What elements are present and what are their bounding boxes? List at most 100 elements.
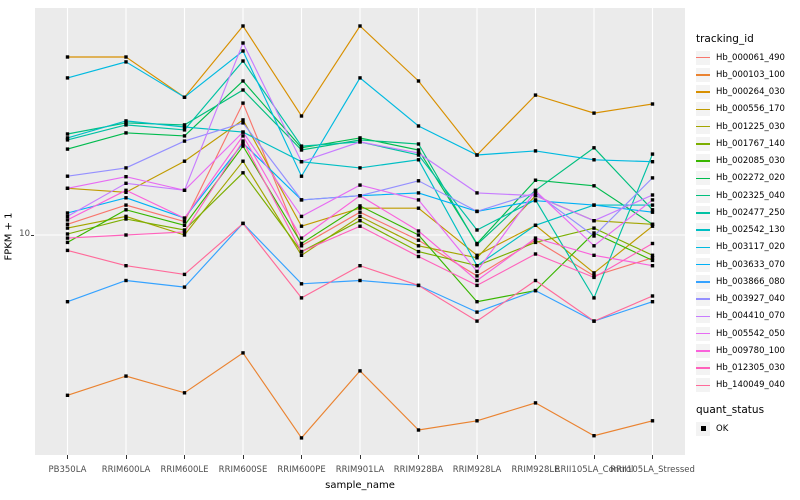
legend-label: Hb_000264_030 xyxy=(716,87,785,98)
data-point-marker xyxy=(358,204,362,208)
data-point-marker xyxy=(299,253,304,257)
x-tick-label: PB350LA xyxy=(48,465,87,475)
data-point-marker xyxy=(65,222,70,226)
data-point-marker xyxy=(358,224,362,228)
data-point-marker xyxy=(124,166,128,170)
data-point-marker xyxy=(358,219,362,223)
data-point-marker xyxy=(241,141,245,145)
data-point-marker xyxy=(650,419,655,423)
legend-swatch-line xyxy=(696,350,710,352)
x-tick-label: RRIM928LA xyxy=(452,465,502,475)
x-tick-label: RRIM600LE xyxy=(160,465,209,475)
data-point-marker xyxy=(124,374,128,378)
legend-key xyxy=(696,309,710,324)
data-point-marker xyxy=(592,226,596,230)
data-point-marker xyxy=(124,196,128,200)
data-point-marker xyxy=(65,132,70,136)
data-point-marker xyxy=(650,160,655,164)
legend-label: Hb_009780_100 xyxy=(716,345,785,356)
data-point-marker xyxy=(475,319,479,323)
data-point-marker xyxy=(241,24,245,28)
legend-key xyxy=(696,154,710,169)
data-point-marker xyxy=(475,278,479,283)
data-point-marker xyxy=(241,221,245,226)
legend-swatch-line xyxy=(696,332,710,335)
data-point-marker xyxy=(65,138,70,142)
legend-item: Hb_002272_020 xyxy=(696,170,785,187)
data-point-marker xyxy=(592,296,596,300)
legend-key xyxy=(696,326,710,341)
data-point-marker xyxy=(299,436,304,440)
legend-label: Hb_012305_030 xyxy=(716,363,785,374)
data-point-marker xyxy=(592,219,596,223)
data-point-marker xyxy=(358,24,362,28)
legend-swatch-line xyxy=(696,263,710,266)
data-point-marker xyxy=(124,119,128,123)
data-point-marker xyxy=(650,300,655,304)
x-tick-label: RRIM600PE xyxy=(277,465,326,475)
data-point-marker xyxy=(416,151,421,155)
data-point-marker xyxy=(650,253,655,257)
legend-label: Hb_002272_020 xyxy=(716,173,785,184)
data-point-marker xyxy=(299,241,304,246)
data-point-marker xyxy=(241,59,245,63)
data-point-marker xyxy=(475,209,479,214)
data-point-marker xyxy=(358,136,362,140)
legend-swatch-line xyxy=(696,384,710,387)
legend-key xyxy=(696,205,710,220)
x-tick-label: RRII105LA_Stressed xyxy=(610,465,695,475)
data-point-marker xyxy=(124,214,128,219)
data-point-marker xyxy=(650,102,655,106)
legend-label: Hb_003927_040 xyxy=(716,294,785,305)
quant-status-legend: quant_status OK xyxy=(696,404,785,437)
data-point-marker xyxy=(533,178,538,182)
data-point-marker xyxy=(124,181,128,185)
legend-item: Hb_000264_030 xyxy=(696,84,785,101)
legend-swatch-line xyxy=(696,315,710,318)
data-point-marker xyxy=(358,210,362,214)
data-point-marker xyxy=(299,174,304,178)
data-point-marker xyxy=(416,79,421,83)
data-point-marker xyxy=(358,138,362,142)
x-tick-mark xyxy=(652,455,653,459)
data-point-marker xyxy=(65,174,70,178)
data-point-marker xyxy=(358,214,362,219)
legend-title: tracking_id xyxy=(696,33,754,45)
data-point-marker xyxy=(650,210,655,214)
data-point-marker xyxy=(475,253,479,257)
data-point-marker xyxy=(65,76,70,80)
legend-key xyxy=(696,85,710,100)
legend-key xyxy=(696,119,710,134)
data-point-marker xyxy=(650,193,655,197)
data-point-marker xyxy=(299,160,304,164)
data-point-marker xyxy=(592,275,596,280)
legend-item: Hb_003866_080 xyxy=(696,273,785,290)
data-point-marker xyxy=(475,300,479,304)
data-point-marker xyxy=(241,118,245,122)
data-point-marker xyxy=(65,226,70,230)
legend-key xyxy=(696,240,710,255)
x-tick-mark xyxy=(418,455,419,459)
data-point-marker xyxy=(241,88,245,92)
legend-label: Hb_001767_140 xyxy=(716,138,785,149)
legend-item: Hb_003117_020 xyxy=(696,239,785,256)
data-point-marker xyxy=(475,264,479,268)
data-point-marker xyxy=(124,55,128,59)
legend-label: Hb_140049_040 xyxy=(716,380,785,391)
data-point-marker xyxy=(650,176,655,180)
data-point-marker xyxy=(592,234,596,238)
legend-key xyxy=(696,343,710,358)
data-point-marker xyxy=(475,274,479,278)
data-point-marker xyxy=(241,79,245,83)
data-point-marker xyxy=(416,198,421,202)
data-point-marker xyxy=(182,134,187,138)
data-point-marker xyxy=(299,146,304,150)
x-tick-label: RRIM600LA xyxy=(101,465,151,475)
data-point-marker xyxy=(124,217,128,221)
data-point-marker xyxy=(65,211,70,215)
quant-ok-label: OK xyxy=(716,423,729,434)
data-point-marker xyxy=(65,393,70,397)
data-point-marker xyxy=(241,171,245,175)
data-point-marker xyxy=(416,148,421,152)
legend-item: Hb_005542_050 xyxy=(696,325,785,342)
